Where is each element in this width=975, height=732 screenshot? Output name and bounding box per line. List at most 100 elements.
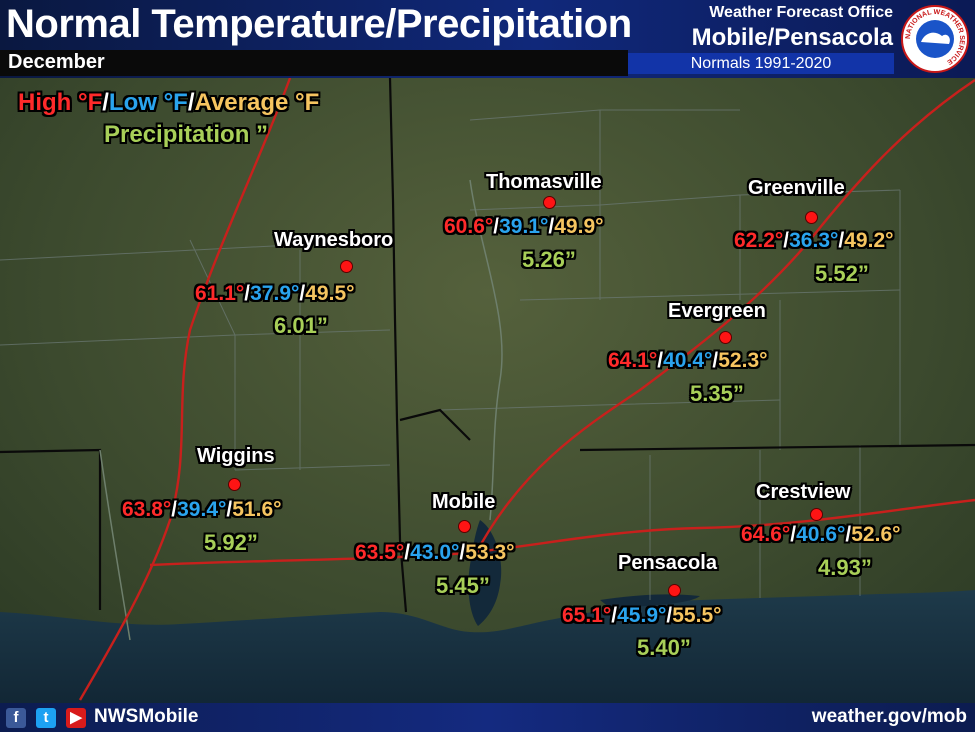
station-name-pensacola: Pensacola — [618, 552, 717, 574]
station-precip-greenville: 5.52” — [815, 261, 869, 286]
station-precip-mobile: 5.45” — [436, 573, 490, 598]
station-high: 63.8° — [122, 498, 172, 521]
station-average: 53.3° — [465, 541, 515, 564]
station-high: 60.6° — [444, 215, 494, 238]
station-low: 39.4° — [177, 498, 227, 521]
station-high: 61.1° — [195, 282, 245, 305]
station-marker-greenville — [805, 211, 818, 224]
station-name-crestview: Crestview — [756, 481, 851, 503]
station-low: 39.1° — [499, 215, 549, 238]
legend-separator: / — [187, 89, 195, 116]
station-temps-evergreen: 64.1°/40.4°/52.3° — [608, 349, 768, 373]
station-average: 52.6° — [851, 523, 901, 546]
facebook-icon[interactable]: f — [6, 708, 26, 728]
station-precip-pensacola: 5.40” — [637, 635, 691, 660]
nws-logo-icon: NATIONAL WEATHER SERVICE — [901, 5, 969, 73]
legend-precipitation: Precipitation ” — [104, 121, 269, 148]
station-high: 63.5° — [355, 541, 405, 564]
separator: / — [657, 349, 664, 372]
separator: / — [299, 282, 306, 305]
station-marker-pensacola — [668, 584, 681, 597]
station-low: 37.9° — [250, 282, 300, 305]
youtube-icon[interactable]: ▶ — [66, 708, 86, 728]
office-label: Weather Forecast Office — [709, 4, 893, 21]
station-name-evergreen: Evergreen — [668, 300, 766, 322]
legend-high: High °F — [18, 89, 103, 116]
station-temps-crestview: 64.6°/40.6°/52.6° — [741, 523, 901, 547]
station-name-thomasville: Thomasville — [486, 171, 602, 193]
separator: / — [548, 215, 555, 238]
station-average: 55.5° — [672, 604, 722, 627]
mobile-bay — [468, 520, 502, 626]
page-title: Normal Temperature/Precipitation — [6, 2, 632, 46]
month-bar — [0, 50, 628, 76]
station-temps-greenville: 62.2°/36.3°/49.2° — [734, 229, 894, 253]
station-average: 49.2° — [844, 229, 894, 252]
station-marker-mobile — [458, 520, 471, 533]
separator: / — [244, 282, 251, 305]
station-high: 64.6° — [741, 523, 791, 546]
station-average: 52.3° — [718, 349, 768, 372]
station-precip-wiggins: 5.92” — [204, 530, 258, 555]
station-precip-evergreen: 5.35” — [690, 381, 744, 406]
normals-period: Normals 1991-2020 — [690, 55, 832, 72]
legend-separator: / — [102, 89, 109, 116]
station-temps-thomasville: 60.6°/39.1°/49.9° — [444, 215, 604, 239]
station-marker-wiggins — [228, 478, 241, 491]
separator: / — [171, 498, 178, 521]
county-borders — [0, 109, 975, 600]
station-temps-pensacola: 65.1°/45.9°/55.5° — [562, 604, 722, 628]
station-name-wiggins: Wiggins — [197, 445, 275, 467]
station-low: 36.3° — [789, 229, 839, 252]
station-marker-evergreen — [719, 331, 732, 344]
station-name-mobile: Mobile — [432, 491, 496, 513]
station-temps-wiggins: 63.8°/39.4°/51.6° — [122, 498, 282, 522]
separator: / — [666, 604, 673, 627]
separator: / — [459, 541, 466, 564]
station-marker-waynesboro — [340, 260, 353, 273]
station-precip-crestview: 4.93” — [818, 555, 872, 580]
month-label: December — [8, 51, 105, 73]
separator: / — [226, 498, 233, 521]
station-marker-crestview — [810, 508, 823, 521]
station-low: 40.4° — [663, 349, 713, 372]
separator: / — [845, 523, 852, 546]
separator: / — [783, 229, 790, 252]
station-name-waynesboro: Waynesboro — [274, 229, 394, 251]
station-marker-thomasville — [543, 196, 556, 209]
gulf-water — [0, 590, 975, 732]
station-average: 49.5° — [305, 282, 355, 305]
station-name-greenville: Greenville — [748, 177, 845, 199]
footer-band — [0, 703, 975, 732]
station-temps-waynesboro: 61.1°/37.9°/49.5° — [195, 282, 355, 306]
pensacola-bay — [600, 594, 700, 608]
separator: / — [493, 215, 500, 238]
legend-low: Low °F — [108, 89, 188, 116]
separator: / — [790, 523, 797, 546]
website-link[interactable]: weather.gov/mob — [811, 706, 967, 727]
station-low: 43.0° — [410, 541, 460, 564]
twitter-icon[interactable]: t — [36, 708, 56, 728]
station-precip-waynesboro: 6.01” — [274, 313, 328, 338]
station-low: 40.6° — [796, 523, 846, 546]
legend-average: Average °F — [194, 89, 320, 116]
separator: / — [838, 229, 845, 252]
separator: / — [712, 349, 719, 372]
normals-bar — [628, 53, 894, 74]
interstates — [78, 77, 975, 701]
station-high: 64.1° — [608, 349, 658, 372]
station-average: 51.6° — [232, 498, 282, 521]
station-precip-thomasville: 5.26” — [522, 247, 576, 272]
social-handle: NWSMobile — [94, 706, 199, 727]
station-high: 62.2° — [734, 229, 784, 252]
separator: / — [611, 604, 618, 627]
station-low: 45.9° — [617, 604, 667, 627]
station-average: 49.9° — [554, 215, 604, 238]
legend-temperature: High °F/Low °F/Average °F — [18, 89, 319, 117]
separator: / — [404, 541, 411, 564]
station-temps-mobile: 63.5°/43.0°/53.3° — [355, 541, 515, 565]
office-name: Mobile/Pensacola — [691, 24, 893, 51]
station-high: 65.1° — [562, 604, 612, 627]
